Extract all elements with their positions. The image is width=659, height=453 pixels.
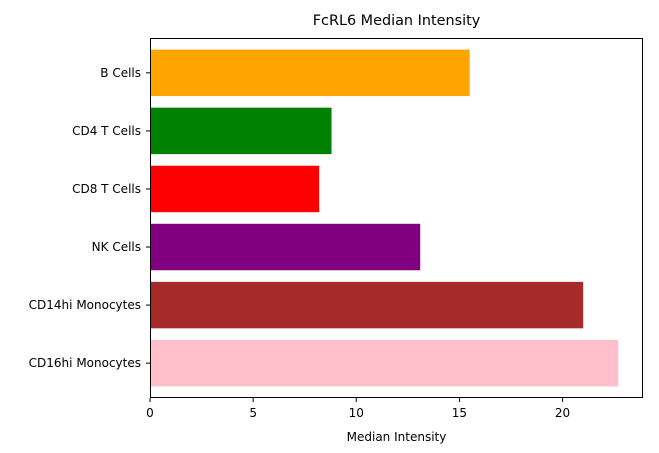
bar-cd16hi-monocytes — [150, 339, 619, 387]
y-tick-label: CD14hi Monocytes — [29, 298, 141, 312]
x-tick-label: 5 — [249, 406, 257, 420]
x-axis-title: Median Intensity — [347, 430, 447, 444]
y-axis-ticks: B Cells CD4 T Cells CD8 T Cells NK Cells CD1… — [29, 66, 150, 370]
bars-group — [150, 49, 619, 387]
x-tick-label: 15 — [452, 406, 467, 420]
y-tick-label: CD8 T Cells — [72, 182, 141, 196]
bar-cd4-t-cells — [150, 107, 332, 155]
x-axis-ticks: 0 5 10 15 20 — [146, 398, 570, 420]
x-tick-label: 10 — [349, 406, 364, 420]
y-tick-label: CD16hi Monocytes — [29, 356, 141, 370]
axes-frame — [150, 38, 643, 398]
bar-cd14hi-monocytes — [150, 281, 584, 329]
y-tick-label: CD4 T Cells — [72, 124, 141, 138]
bar-nk-cells — [150, 223, 421, 271]
y-tick-label: NK Cells — [92, 240, 141, 254]
chart-title: FcRL6 Median Intensity — [313, 13, 481, 29]
bar-cd8-t-cells — [150, 165, 320, 213]
y-tick-label: B Cells — [100, 66, 141, 80]
x-tick-label: 20 — [555, 406, 570, 420]
x-tick-label: 0 — [146, 406, 154, 420]
bar-b-cells — [150, 49, 470, 97]
